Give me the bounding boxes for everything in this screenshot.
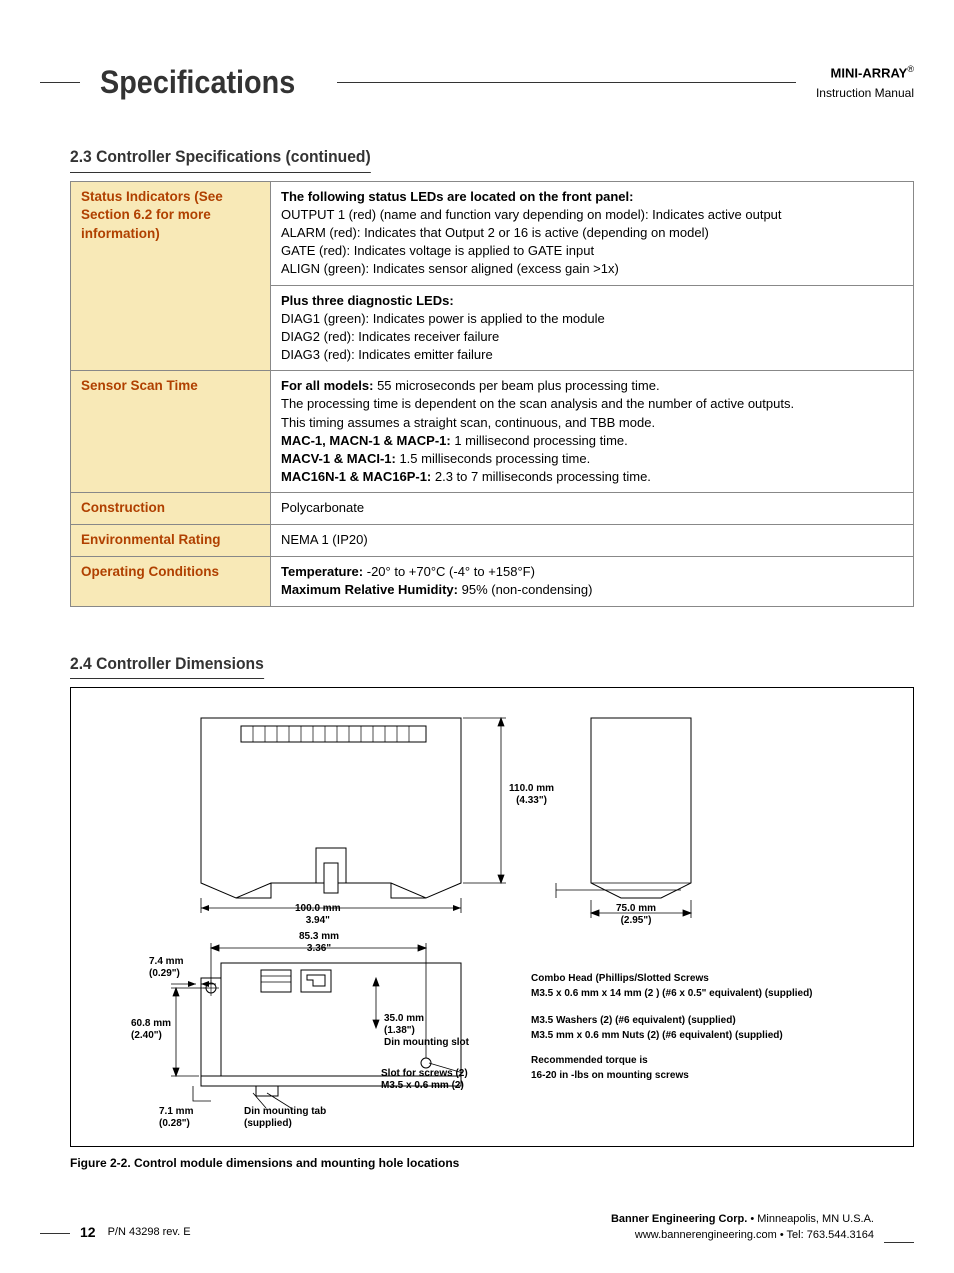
- dim-7-4mm: 7.4 mm (0.29"): [149, 956, 183, 980]
- dim-75mm: 75.0 mm (2.95"): [616, 903, 656, 927]
- registered-icon: ®: [907, 64, 914, 74]
- row-value: The following status LEDs are located on…: [271, 181, 914, 285]
- text-line: 95% (non-condensing): [458, 582, 592, 597]
- page-footer: 12 P/N 43298 rev. E Banner Engineering C…: [40, 1212, 914, 1243]
- dim-35mm: 35.0 mm (1.38") Din mounting slot: [384, 1013, 469, 1049]
- text-line: GATE (red): Indicates voltage is applied…: [281, 243, 594, 258]
- figure-caption: Figure 2-2. Control module dimensions an…: [70, 1155, 914, 1172]
- company-contact: www.bannerengineering.com • Tel: 763.544…: [611, 1228, 874, 1243]
- hardware-note-2: M3.5 Washers (2) (#6 equivalent) (suppli…: [531, 1013, 783, 1043]
- rule-icon: [40, 1233, 70, 1234]
- footer-left: 12 P/N 43298 rev. E: [40, 1223, 191, 1243]
- text-line: 1 millisecond processing time.: [451, 433, 628, 448]
- text-line: -20° to +70°C (-4° to +158°F): [363, 564, 535, 579]
- header-right: MINI-ARRAY® Instruction Manual: [816, 63, 914, 101]
- product-name: MINI-ARRAY: [831, 66, 908, 81]
- manual-label: Instruction Manual: [816, 85, 914, 102]
- lead-text: Maximum Relative Humidity:: [281, 582, 458, 597]
- part-number: P/N 43298 rev. E: [108, 1225, 191, 1240]
- text-line: 1.5 milliseconds processing time.: [396, 451, 590, 466]
- table-row: Environmental Rating NEMA 1 (IP20): [71, 525, 914, 557]
- text-line: ALARM (red): Indicates that Output 2 or …: [281, 225, 709, 240]
- company-location: • Minneapolis, MN U.S.A.: [747, 1213, 874, 1225]
- model-label: MAC-1, MACN-1 & MACP-1:: [281, 433, 451, 448]
- row-value: For all models: 55 microseconds per beam…: [271, 371, 914, 493]
- model-label: MACV-1 & MACI-1:: [281, 451, 396, 466]
- row-label: Sensor Scan Time: [71, 371, 271, 493]
- bracket-icon: [191, 1086, 221, 1106]
- text-line: DIAG1 (green): Indicates power is applie…: [281, 311, 605, 326]
- footer-right: Banner Engineering Corp. • Minneapolis, …: [611, 1212, 874, 1243]
- row-value: Temperature: -20° to +70°C (-4° to +158°…: [271, 557, 914, 606]
- text-line: 2.3 to 7 milliseconds processing time.: [431, 469, 651, 484]
- lead-text: Temperature:: [281, 564, 363, 579]
- dim-85mm: 85.3 mm 3.36": [299, 931, 339, 955]
- dim-arrow-icon: [171, 978, 221, 990]
- text-line: ALIGN (green): Indicates sensor aligned …: [281, 261, 619, 276]
- dim-60-8mm: 60.8 mm (2.40"): [131, 1018, 171, 1042]
- leader-icon: [251, 1093, 281, 1113]
- row-value: Polycarbonate: [271, 493, 914, 525]
- text-line: DIAG3 (red): Indicates emitter failure: [281, 347, 493, 362]
- row-label: Operating Conditions: [71, 557, 271, 606]
- row-value: NEMA 1 (IP20): [271, 525, 914, 557]
- row-label: Status Indicators (See Section 6.2 for m…: [71, 181, 271, 371]
- hardware-note-1: Combo Head (Phillips/Slotted Screws M3.5…: [531, 971, 813, 1001]
- company-name: Banner Engineering Corp.: [611, 1213, 747, 1225]
- front-view-diagram: [201, 718, 571, 903]
- row-label: Construction: [71, 493, 271, 525]
- lead-text: Plus three diagnostic LEDs:: [281, 293, 454, 308]
- dim-110mm: 110.0 mm (4.33"): [509, 783, 554, 807]
- specifications-section: 2.3 Controller Specifications (continued…: [70, 145, 914, 607]
- text-line: OUTPUT 1 (red) (name and function vary d…: [281, 207, 782, 222]
- hardware-note-3: Recommended torque is 16-20 in -lbs on m…: [531, 1053, 689, 1083]
- page-header: Specifications MINI-ARRAY® Instruction M…: [40, 60, 914, 105]
- text-line: DIAG2 (red): Indicates receiver failure: [281, 329, 499, 344]
- text-line: 55 microseconds per beam plus processing…: [373, 378, 659, 393]
- header-left: Specifications: [40, 60, 816, 105]
- row-value: Plus three diagnostic LEDs: DIAG1 (green…: [271, 285, 914, 371]
- row-label: Environmental Rating: [71, 525, 271, 557]
- page-number: 12: [80, 1223, 96, 1243]
- lead-text: For all models:: [281, 378, 373, 393]
- rule-icon: [337, 82, 796, 83]
- spec-table: Status Indicators (See Section 6.2 for m…: [70, 181, 914, 607]
- rule-icon: [40, 82, 80, 83]
- dim-arrow-icon: [201, 898, 461, 928]
- page-title: Specifications: [100, 60, 295, 105]
- table-row: Construction Polycarbonate: [71, 493, 914, 525]
- lead-text: The following status LEDs are located on…: [281, 189, 633, 204]
- text-line: This timing assumes a straight scan, con…: [281, 415, 655, 430]
- slot-label: Slot for screws (2) M3.5 x 0.6 mm (2): [381, 1068, 468, 1092]
- dimensions-section: 2.4 Controller Dimensions: [70, 652, 914, 1173]
- model-label: MAC16N-1 & MAC16P-1:: [281, 469, 431, 484]
- section-title: 2.4 Controller Dimensions: [70, 652, 264, 680]
- rule-icon: [884, 1242, 914, 1243]
- right-view-diagram: [591, 718, 711, 918]
- table-row: Operating Conditions Temperature: -20° t…: [71, 557, 914, 606]
- table-row: Status Indicators (See Section 6.2 for m…: [71, 181, 914, 285]
- dim-7-1mm: 7.1 mm (0.28"): [159, 1106, 193, 1130]
- text-line: The processing time is dependent on the …: [281, 396, 794, 411]
- section-title: 2.3 Controller Specifications (continued…: [70, 145, 371, 173]
- table-row: Sensor Scan Time For all models: 55 micr…: [71, 371, 914, 493]
- dimension-figure: 110.0 mm (4.33") 75.0 mm (2.95") 100.0 m…: [70, 687, 914, 1147]
